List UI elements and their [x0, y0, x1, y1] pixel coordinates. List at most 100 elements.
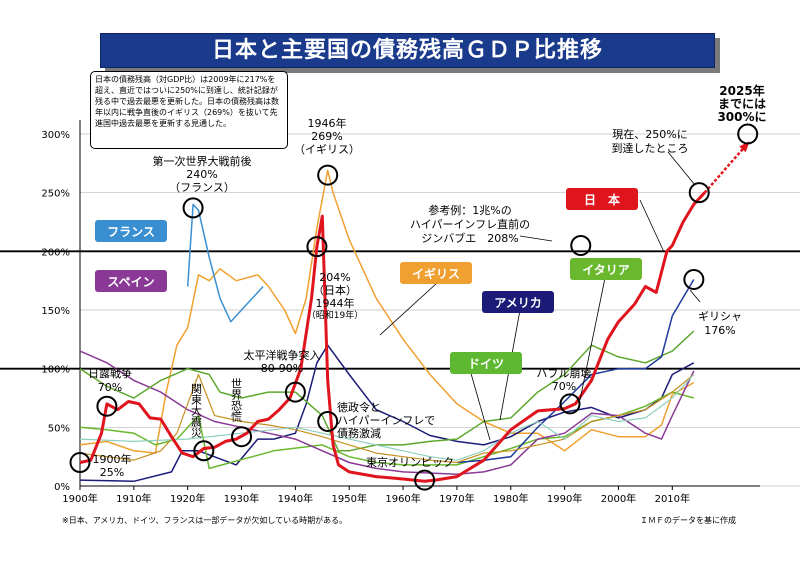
highlight-circle [96, 395, 118, 417]
ann-kanto: 関東大震災 [190, 383, 203, 438]
ann-2025-year: 2025年 [719, 83, 764, 98]
series-line [79, 373, 695, 464]
annotations: 1946年 269% （イギリス） 第一次世界大戦前後 240% （フランス） … [88, 83, 767, 479]
country-tags: フランス スペイン イギリス アメリカ ドイツ イタリア 日 本 [95, 188, 642, 374]
ann-1946-year: 1946年 [308, 116, 347, 130]
footer-note: ※日本、アメリカ、ドイツ、フランスは一部データが欠如している時期がある。 [62, 516, 348, 525]
ann-1946-value: 269% [311, 130, 342, 143]
ann-russojapanese: 日露戦争 [88, 366, 132, 380]
series-line [79, 350, 695, 476]
tag-japan: 日 本 [566, 188, 638, 210]
x-tick-label: 1980年 [493, 492, 528, 505]
leader-japan-tag [639, 199, 665, 253]
ann-ww1-label: 第一次世界大戦前後 [153, 154, 252, 168]
ann-greece-value: 176% [704, 324, 735, 337]
ann-bubble: バブル崩壊 [537, 366, 592, 380]
tag-italy: イタリア [570, 258, 642, 280]
x-tick-label: 2010年 [655, 492, 690, 505]
note-text: 日本の債務残高（対GDP比）は2009年に217%を超え、直近ではついに250%… [95, 75, 279, 128]
tag-france: フランス [95, 220, 167, 242]
x-tick-label: 1900年 [62, 492, 97, 505]
ann-jp1944-value: 204% [319, 271, 350, 284]
leader-zim [519, 235, 553, 242]
ann-1946-country: （イギリス） [294, 143, 360, 156]
ann-sekai: 世界恐慌 [230, 378, 243, 423]
ann-ww1-country: （フランス） [169, 181, 235, 194]
ann-tokusei-1: 徳政令と [337, 400, 381, 414]
ann-tokusei-3: 債務激減 [337, 426, 381, 440]
svg-text:ドイツ: ドイツ [468, 357, 504, 371]
ann-pacific-value: 80-90% [261, 362, 303, 375]
highlight-circle [317, 164, 339, 186]
y-tick-label: 50% [48, 423, 70, 434]
highlight-circle [559, 393, 581, 415]
tag-spain: スペイン [95, 270, 167, 292]
series-line [79, 330, 695, 452]
ann-jp1944-country: （日本） [313, 283, 357, 297]
ann-bubble-value: 70% [552, 380, 576, 393]
ann-tokusei-2: ハイパーインフレで [337, 414, 435, 427]
ann-2025-by: までには [718, 97, 766, 111]
note-box: 日本の債務残高（対GDP比）は2009年に217%を超え、直近ではついに250%… [90, 71, 288, 149]
highlight-circle [683, 268, 705, 290]
leader-italy-tag [579, 277, 606, 401]
svg-text:フランス: フランス [107, 225, 155, 239]
ann-greece: ギリシャ [698, 310, 742, 323]
y-tick-label: 150% [41, 306, 70, 317]
ann-pacific: 太平洋戦争突入 [244, 348, 321, 362]
highlight-circle [737, 123, 759, 145]
ann-jp1944-era: （昭和19年） [307, 309, 363, 321]
ann-now-1: 現在、250%に [612, 128, 687, 141]
x-tick-label: 1920年 [170, 492, 205, 505]
footer-source: ＩＭＦのデータを基に作成 [640, 516, 736, 525]
ann-ww1-value: 240% [186, 168, 217, 181]
leader-greece [689, 289, 701, 303]
svg-text:日 本: 日 本 [584, 192, 620, 207]
marker-layer [69, 123, 759, 491]
highlight-circle [231, 426, 253, 448]
highlight-circle [284, 381, 306, 403]
svg-text:イギリス: イギリス [412, 266, 460, 281]
y-tick-label: 100% [41, 365, 70, 376]
ann-tokyo: 東京オリンピック [366, 455, 454, 469]
x-tick-label: 1970年 [439, 492, 474, 505]
series-line [79, 191, 706, 483]
highlight-circle [182, 197, 204, 219]
grid-layer: 0% 50% 100% 150% 200% 250% 300% 1900年 1910年 1920年… [0, 120, 800, 505]
title-banner: 日本と主要国の債務残高ＧＤＰ比推移 [100, 33, 715, 68]
x-tick-label: 1910年 [116, 492, 151, 505]
x-tick-label: 1990年 [547, 492, 582, 505]
svg-text:イタリア: イタリア [582, 263, 630, 277]
tag-us: アメリカ [482, 291, 554, 313]
ann-zim-2: ハイパーインフレ直前の [410, 217, 530, 231]
leader-germany-tag [469, 369, 491, 441]
x-tick-label: 1930年 [224, 492, 259, 505]
highlight-circle [317, 410, 339, 432]
leader-now [667, 151, 696, 186]
highlight-circle [570, 234, 592, 256]
x-tick-label: 1950年 [332, 492, 367, 505]
series-line [703, 142, 749, 194]
ann-1900-year: 1900年 [93, 452, 132, 466]
highlight-circle [306, 236, 328, 258]
series-line [186, 203, 264, 323]
series-line [79, 169, 695, 454]
svg-text:スペイン: スペイン [107, 275, 154, 289]
highlight-circle [688, 182, 710, 204]
tag-germany: ドイツ [450, 352, 522, 374]
ann-russojapanese-value: 70% [98, 381, 122, 394]
ann-1900-value: 25% [100, 466, 124, 479]
chart-title: 日本と主要国の債務残高ＧＤＰ比推移 [211, 38, 603, 63]
series-line [456, 279, 695, 464]
y-tick-label: 250% [41, 189, 70, 200]
y-tick-label: 200% [41, 247, 70, 258]
highlight-circle [69, 452, 91, 474]
y-tick-label: 300% [41, 130, 70, 141]
ann-2025-value: 300%に [717, 110, 766, 124]
ann-zim-3: ジンバブエ 208% [421, 231, 518, 245]
highlight-circle [414, 469, 436, 491]
x-tick-label: 1940年 [278, 492, 313, 505]
x-tick-label: 2000年 [601, 492, 636, 505]
highlight-circle [193, 440, 215, 462]
